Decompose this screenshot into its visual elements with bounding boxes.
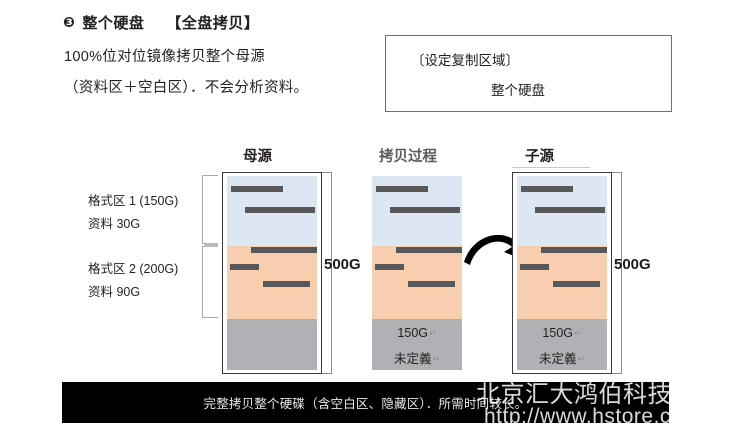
disk-process-unallocated bbox=[372, 319, 462, 370]
source-capacity-bracket bbox=[322, 172, 332, 374]
disk-process-undefined-size: 150G↵ bbox=[397, 326, 437, 340]
copy-direction-arrow-icon bbox=[462, 228, 532, 279]
disk-process-body: 150G↵ 未定義↵ bbox=[372, 176, 462, 370]
section-title: ❸ 整个硬盘 【全盘拷贝】 bbox=[63, 12, 259, 33]
data-bar bbox=[535, 207, 605, 213]
copy-area-setting-label: 〔设定复制区域〕 bbox=[411, 53, 519, 68]
data-bar bbox=[396, 247, 462, 253]
data-bar bbox=[245, 207, 315, 213]
zone2-bracket bbox=[202, 246, 218, 318]
description-line-1: 100%位对位镜像拷贝整个母源 bbox=[64, 49, 266, 65]
data-bar bbox=[375, 264, 404, 270]
data-bar bbox=[230, 264, 259, 270]
data-bar bbox=[376, 186, 428, 192]
data-bar bbox=[263, 281, 310, 287]
column-heading-target: 子源 bbox=[525, 149, 554, 165]
disk-target-undefined-size: 150G↵ bbox=[542, 326, 582, 340]
return-mark-icon: ↵ bbox=[574, 328, 582, 338]
data-bar bbox=[541, 247, 607, 253]
footer-banner-text: 完整拷贝整个硬碟（含空白区、隐藏区）．所需时间较长。 bbox=[203, 397, 528, 411]
disk-process: 150G↵ 未定義↵ bbox=[372, 176, 462, 370]
data-bar bbox=[521, 186, 573, 192]
copy-area-setting-value: 整个硬盘 bbox=[491, 83, 545, 98]
data-bar bbox=[520, 264, 549, 270]
data-bar bbox=[231, 186, 283, 192]
target-capacity-bracket bbox=[612, 172, 622, 374]
zone1-name-label: 格式区 1 (150G) bbox=[88, 194, 179, 208]
data-bar bbox=[390, 207, 460, 213]
disk-target-body: 150G↵ 未定義↵ bbox=[517, 176, 607, 370]
zone-bracket-divider bbox=[204, 243, 218, 247]
source-capacity-label: 500G bbox=[324, 256, 361, 273]
disk-source bbox=[222, 172, 322, 374]
target-heading-underline bbox=[512, 167, 590, 168]
disk-process-undefined-name: 未定義↵ bbox=[393, 352, 441, 366]
data-bar bbox=[553, 281, 600, 287]
data-bar bbox=[408, 281, 455, 287]
zone1-bracket bbox=[202, 175, 218, 244]
copy-area-setting-box: 〔设定复制区域〕 整个硬盘 bbox=[385, 35, 672, 112]
description-line-2: （资料区＋空白区）．不会分析资料。 bbox=[64, 80, 309, 96]
zone2-name-label: 格式区 2 (200G) bbox=[88, 262, 179, 276]
return-mark-icon: ↵ bbox=[429, 328, 437, 338]
section-title-text: 整个硬盘 bbox=[82, 15, 145, 32]
zone2-data-label: 资料 90G bbox=[88, 285, 141, 299]
disk-target-undefined-name: 未定義↵ bbox=[538, 352, 586, 366]
data-bar bbox=[251, 247, 317, 253]
zone1-data-label: 资料 30G bbox=[88, 217, 141, 231]
footer-banner: 完整拷贝整个硬碟（含空白区、隐藏区）．所需时间较长。 bbox=[62, 382, 669, 423]
column-heading-source: 母源 bbox=[243, 149, 272, 165]
section-title-bracket: 【全盘拷贝】 bbox=[166, 15, 260, 32]
target-capacity-label: 500G bbox=[614, 256, 651, 273]
disk-target-unallocated bbox=[517, 319, 607, 370]
disk-source-unallocated bbox=[227, 319, 317, 370]
disk-source-body bbox=[227, 176, 317, 370]
return-mark-icon: ↵ bbox=[577, 354, 586, 364]
column-heading-process: 拷贝过程 bbox=[379, 149, 437, 165]
disk-target: 150G↵ 未定義↵ bbox=[512, 172, 612, 374]
return-mark-icon: ↵ bbox=[432, 354, 441, 364]
section-number-icon: ❸ bbox=[63, 14, 76, 30]
